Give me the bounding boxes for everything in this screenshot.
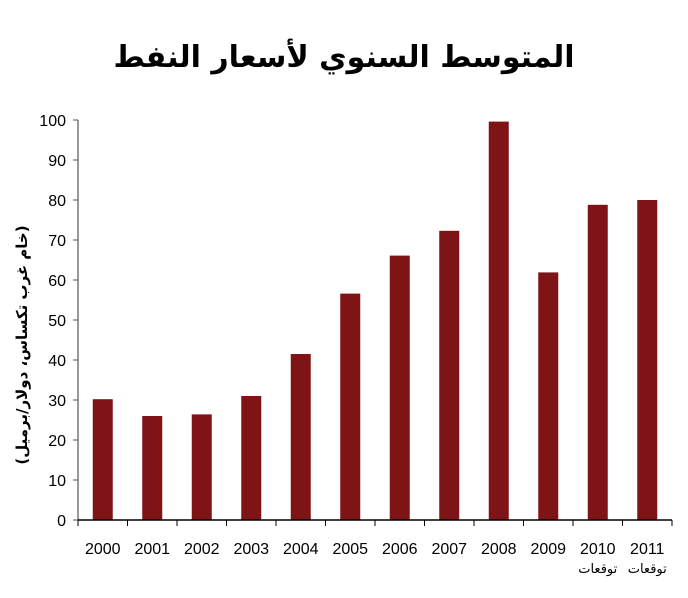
y-tick-label: 60 <box>48 273 66 290</box>
chart-title: المتوسط السنوي لأسعار النفط <box>113 40 575 75</box>
bar-2009 <box>538 272 559 520</box>
x-tick-label: 2005 <box>332 541 368 558</box>
bar-2006 <box>389 255 410 520</box>
y-tick-label: 40 <box>48 353 66 370</box>
y-axis-ticks: 0 10 20 30 40 50 60 70 80 90 100 <box>39 113 78 530</box>
bar-2005 <box>340 293 361 520</box>
y-tick-label: 10 <box>48 473 66 490</box>
x-axis-ticks: 2000 2001 2002 2003 2004 2005 2006 2007 2008 2009… <box>77 520 673 577</box>
x-tick-label: 2003 <box>233 541 269 558</box>
x-tick-label: 2000 <box>85 541 121 558</box>
x-tick-label: 2009 <box>530 541 566 558</box>
x-tick-label: 2008 <box>481 541 517 558</box>
x-tick-label: 2007 <box>431 541 467 558</box>
y-tick-label: 70 <box>48 233 66 250</box>
bar-2002 <box>191 414 212 520</box>
y-tick-label: 100 <box>39 113 66 130</box>
x-tick-label: 2010 <box>580 541 616 558</box>
y-tick-label: 20 <box>48 433 66 450</box>
bar-2010 <box>587 204 608 521</box>
x-tick-label: 2006 <box>382 541 418 558</box>
y-tick-label: 80 <box>48 193 66 210</box>
bar-2011 <box>637 200 658 520</box>
bar-2000 <box>92 399 113 520</box>
bars <box>92 121 658 521</box>
x-sub-label-forecast: توقعات <box>578 562 617 577</box>
x-tick-label: 2004 <box>283 541 319 558</box>
y-tick-label: 50 <box>48 313 66 330</box>
x-tick-label: 2002 <box>184 541 220 558</box>
bar-2003 <box>241 396 262 520</box>
y-tick-label: 0 <box>57 513 66 530</box>
y-tick-label: 30 <box>48 393 66 410</box>
y-tick-label: 90 <box>48 153 66 170</box>
bar-2007 <box>439 230 460 521</box>
x-sub-label-forecast: توقعات <box>628 562 667 577</box>
bar-2008 <box>488 121 509 520</box>
x-tick-label: 2001 <box>134 541 170 558</box>
bar-2004 <box>290 354 311 520</box>
x-tick-label: 2011 <box>630 541 665 558</box>
bar-2001 <box>142 416 163 520</box>
